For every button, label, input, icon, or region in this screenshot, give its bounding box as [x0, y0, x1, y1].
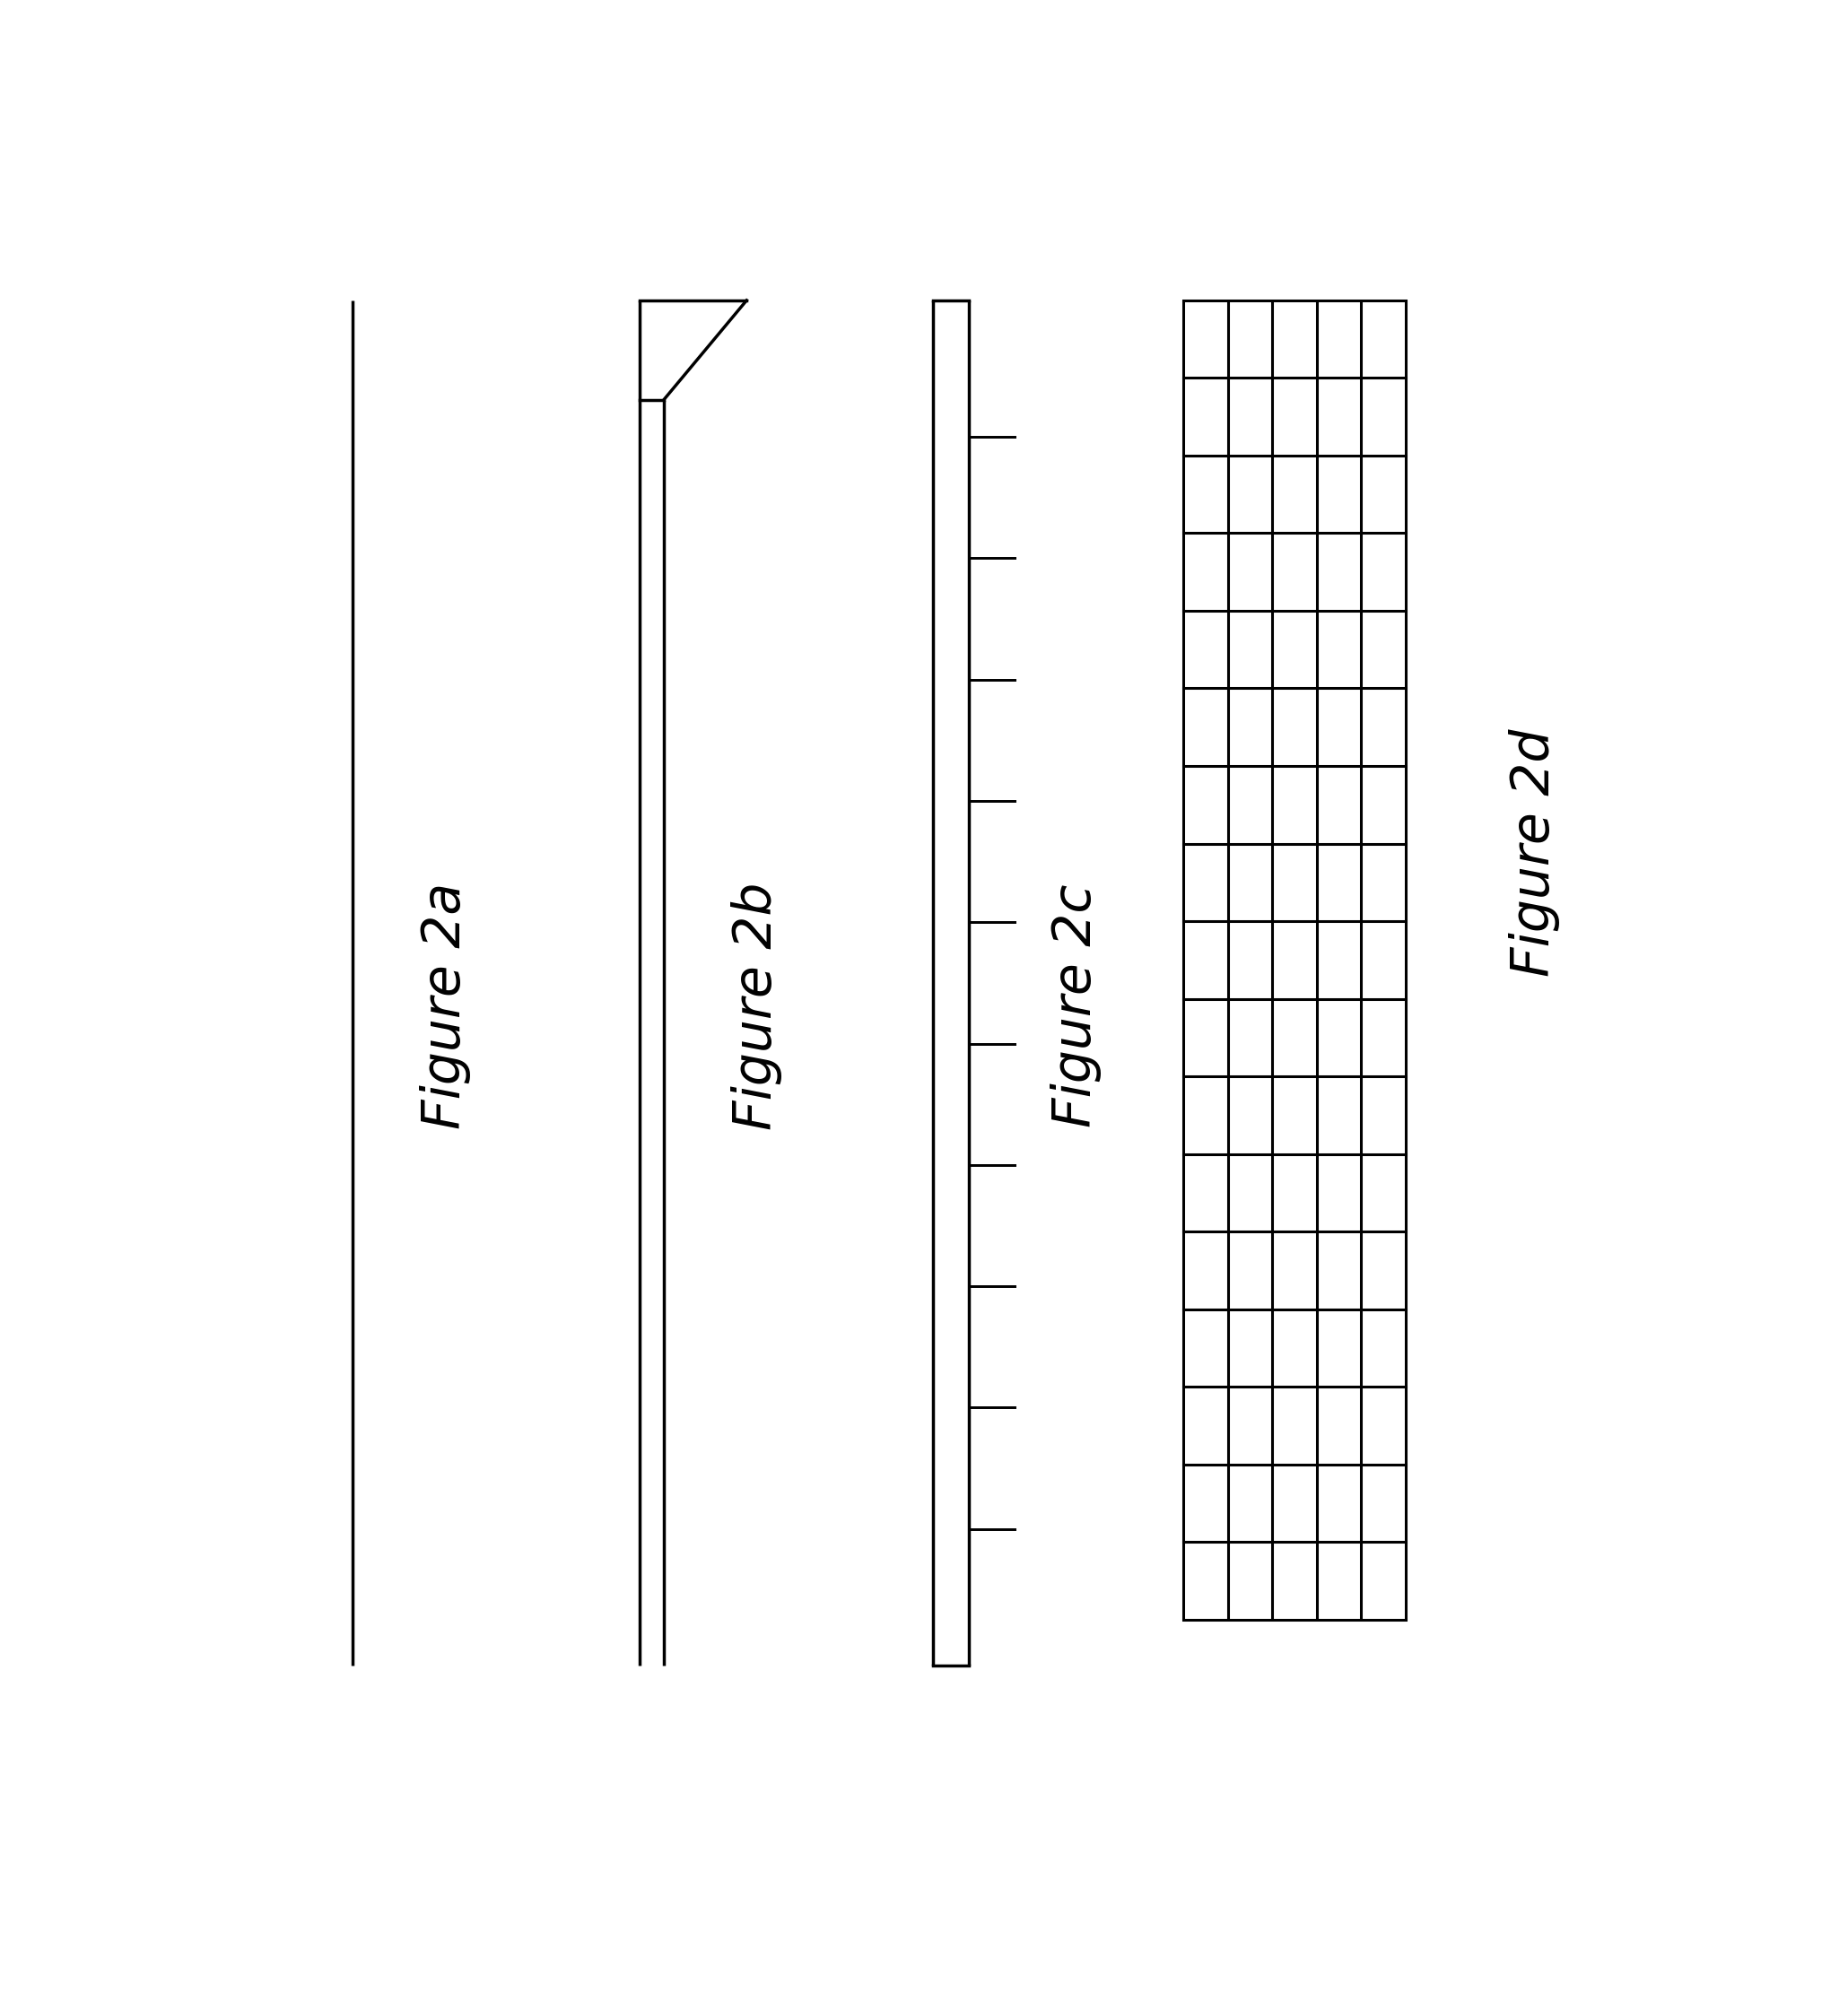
Text: Figure 2c: Figure 2c [1050, 884, 1101, 1127]
Text: Figure 2d: Figure 2d [1508, 729, 1560, 976]
Text: Figure 2a: Figure 2a [419, 882, 471, 1129]
Text: Figure 2b: Figure 2b [732, 882, 782, 1129]
